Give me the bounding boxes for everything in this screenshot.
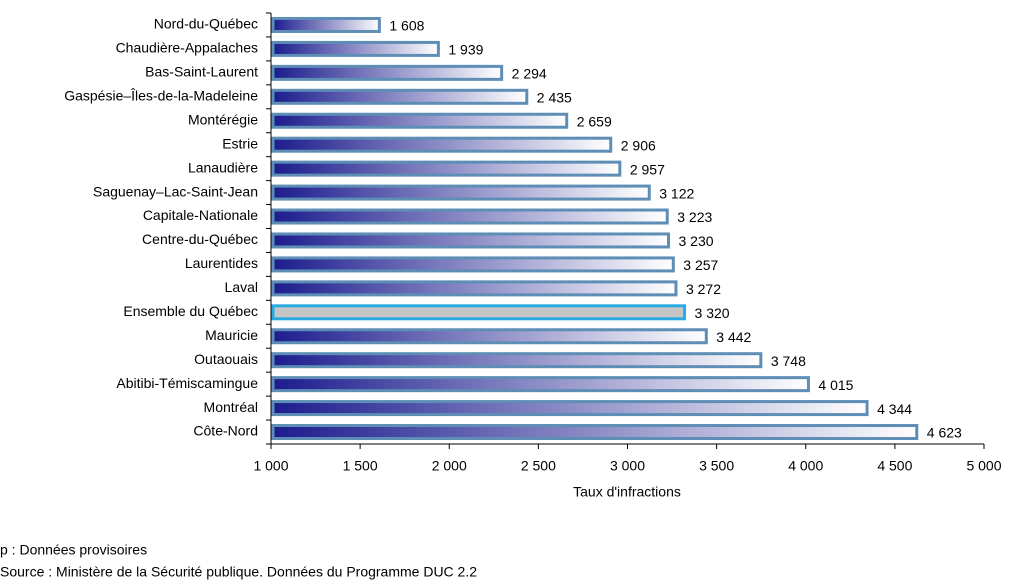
y-tick-label: Gaspésie–Îles-de-la-Madeleine	[64, 88, 258, 104]
bar	[271, 424, 919, 441]
bar	[271, 88, 529, 105]
y-tick-label: Lanaudière	[188, 159, 258, 175]
data-label: 3 272	[686, 281, 721, 297]
data-label: 3 442	[716, 329, 751, 345]
bar	[271, 328, 708, 345]
bar	[271, 40, 440, 57]
bar	[271, 208, 669, 225]
y-tick-label: Chaudière-Appalaches	[116, 40, 258, 56]
data-label: 4 015	[818, 377, 853, 393]
x-tick-label: 4 000	[788, 458, 823, 474]
y-tick-label: Capitale-Nationale	[143, 207, 258, 223]
data-label: 3 748	[771, 353, 806, 369]
x-axis-title: Taux d'infractions	[573, 484, 681, 500]
data-label: 2 435	[537, 90, 572, 106]
bar	[271, 16, 381, 33]
data-label: 4 344	[877, 401, 912, 417]
y-tick-label: Saguenay–Lac-Saint-Jean	[93, 183, 258, 199]
bar	[271, 280, 678, 297]
y-tick-label: Côte-Nord	[193, 423, 258, 439]
data-label: 2 659	[577, 113, 612, 129]
y-tick-label: Abitibi-Témiscamingue	[116, 375, 258, 391]
y-tick-label: Outaouais	[194, 351, 258, 367]
bar	[271, 256, 675, 273]
data-label: 2 294	[512, 66, 547, 82]
y-tick-label: Ensemble du Québec	[123, 303, 258, 319]
data-label: 3 122	[659, 185, 694, 201]
bar	[271, 352, 763, 369]
x-tick-label: 2 500	[521, 458, 556, 474]
bar	[271, 112, 569, 129]
bar	[271, 160, 622, 177]
y-tick-label: Nord-du-Québec	[154, 16, 258, 32]
bar	[271, 376, 810, 393]
data-label: 2 906	[621, 137, 656, 153]
bar	[271, 304, 687, 321]
bar	[271, 64, 504, 81]
y-tick-label: Laurentides	[185, 255, 258, 271]
data-label: 3 223	[677, 209, 712, 225]
y-tick-label: Estrie	[222, 135, 258, 151]
y-tick-label: Bas-Saint-Laurent	[145, 64, 258, 80]
data-label: 1 608	[389, 18, 424, 34]
footnote: p : Données provisoires	[0, 542, 147, 558]
x-tick-label: 3 500	[699, 458, 734, 474]
y-tick-label: Montérégie	[188, 111, 258, 127]
bar	[271, 184, 651, 201]
data-label: 3 230	[678, 233, 713, 249]
bar	[271, 400, 869, 417]
bar	[271, 136, 613, 153]
x-tick-label: 1 000	[253, 458, 288, 474]
data-label: 3 257	[683, 257, 718, 273]
x-tick-label: 2 000	[432, 458, 467, 474]
bar	[271, 232, 670, 249]
y-tick-label: Laval	[225, 279, 258, 295]
y-tick-label: Mauricie	[205, 327, 258, 343]
data-label: 3 320	[695, 305, 730, 321]
footnote: Source : Ministère de la Sécurité publiq…	[0, 564, 477, 580]
x-tick-label: 5 000	[966, 458, 1001, 474]
x-tick-label: 4 500	[877, 458, 912, 474]
data-label: 1 939	[448, 42, 483, 58]
y-tick-label: Centre-du-Québec	[142, 231, 258, 247]
y-tick-label: Montréal	[204, 399, 258, 415]
x-tick-label: 1 500	[343, 458, 378, 474]
data-label: 2 957	[630, 161, 665, 177]
x-tick-label: 3 000	[610, 458, 645, 474]
data-label: 4 623	[927, 425, 962, 441]
